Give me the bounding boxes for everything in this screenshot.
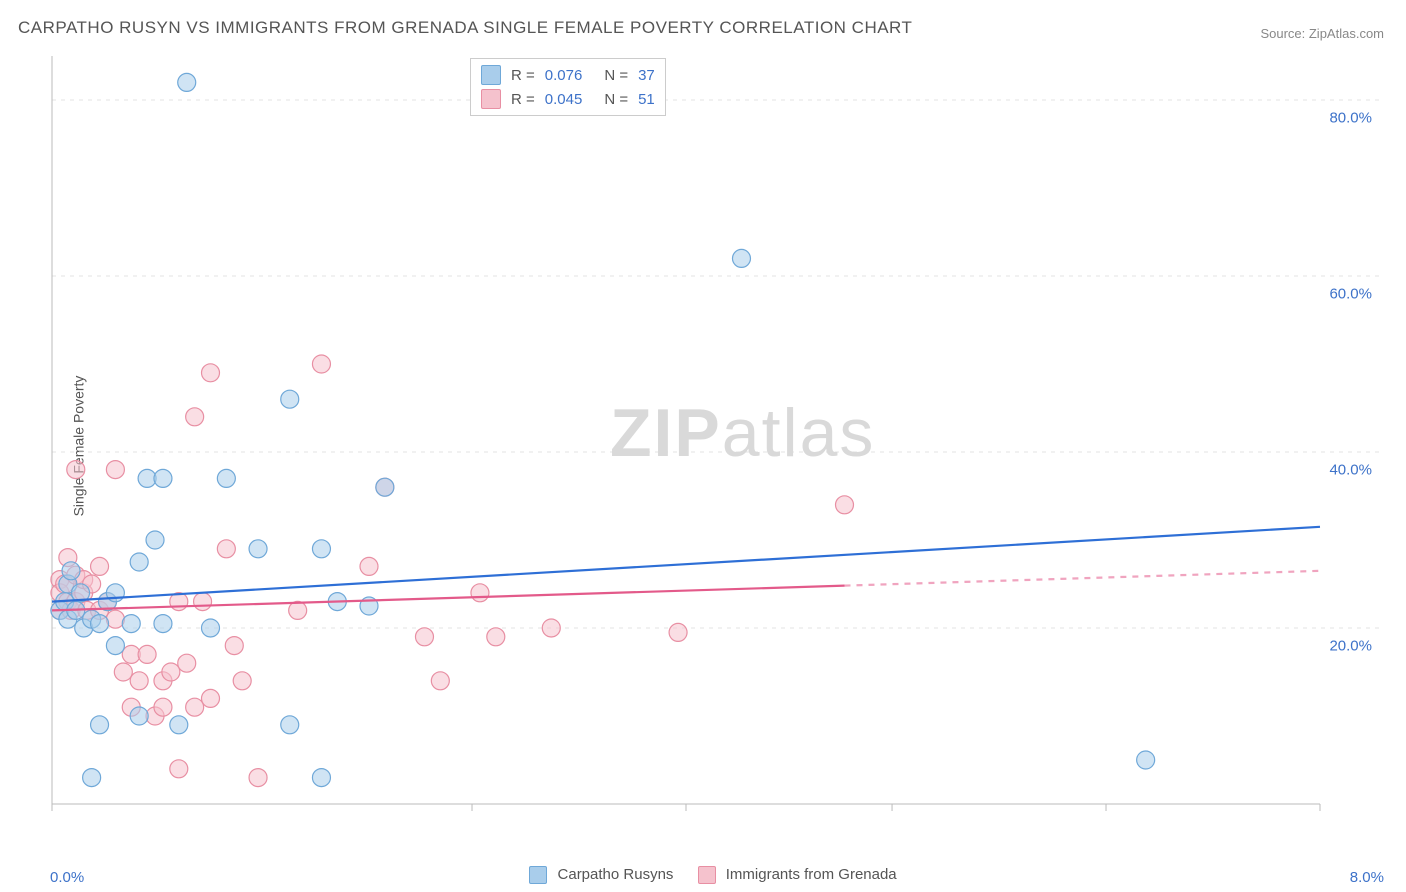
n-value-series1: 37 (638, 67, 655, 84)
legend-swatch-series1 (481, 65, 501, 85)
legend-label-series2: Immigrants from Grenada (726, 866, 897, 883)
r-label: R = (511, 67, 535, 84)
legend-swatch-series1 (529, 866, 547, 884)
r-value-series1: 0.076 (545, 67, 583, 84)
legend-swatch-series2 (481, 89, 501, 109)
n-value-series2: 51 (638, 91, 655, 108)
r-label: R = (511, 91, 535, 108)
source-attribution: Source: ZipAtlas.com (1260, 26, 1384, 41)
y-tick-label: 80.0% (1329, 110, 1372, 127)
correlation-legend-row-2: R = 0.045 N = 51 (481, 87, 655, 111)
chart-title: CARPATHO RUSYN VS IMMIGRANTS FROM GRENAD… (18, 18, 912, 38)
correlation-legend: R = 0.076 N = 37 R = 0.045 N = 51 (470, 58, 666, 116)
scatter-plot-svg (50, 54, 1380, 834)
y-tick-label: 40.0% (1329, 462, 1372, 479)
series-legend: Carpatho Rusyns Immigrants from Grenada (0, 866, 1406, 884)
correlation-legend-row-1: R = 0.076 N = 37 (481, 63, 655, 87)
chart-area: ZIPatlas R = 0.076 N = 37 R = 0.045 N = … (50, 54, 1380, 834)
y-tick-label: 20.0% (1329, 638, 1372, 655)
r-value-series2: 0.045 (545, 91, 583, 108)
n-label: N = (604, 91, 628, 108)
y-tick-label: 60.0% (1329, 286, 1372, 303)
legend-label-series1: Carpatho Rusyns (558, 866, 674, 883)
legend-swatch-series2 (698, 866, 716, 884)
n-label: N = (604, 67, 628, 84)
